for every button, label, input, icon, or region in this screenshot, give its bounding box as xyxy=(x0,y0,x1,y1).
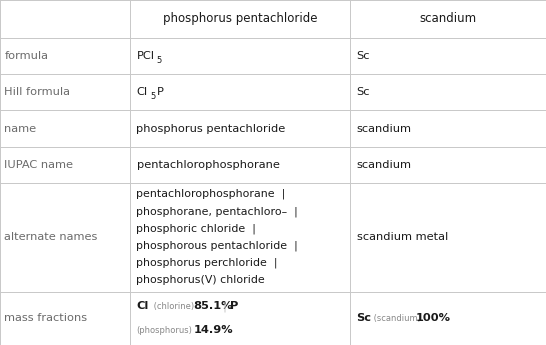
Text: Sc: Sc xyxy=(357,51,370,61)
Text: P: P xyxy=(230,302,239,312)
Text: 5: 5 xyxy=(150,92,156,101)
Text: name: name xyxy=(4,124,37,134)
Text: phosphorane, pentachloro–  |: phosphorane, pentachloro– | xyxy=(136,206,298,217)
Text: |: | xyxy=(223,301,227,312)
Text: Sc: Sc xyxy=(357,87,370,97)
Text: (phosphorus): (phosphorus) xyxy=(136,326,192,335)
Text: mass fractions: mass fractions xyxy=(4,313,87,323)
Text: (scandium): (scandium) xyxy=(371,314,420,323)
Text: phosphorus pentachloride: phosphorus pentachloride xyxy=(163,12,317,26)
Text: Hill formula: Hill formula xyxy=(4,87,70,97)
Text: 100%: 100% xyxy=(416,313,450,323)
Text: phosphoric chloride  |: phosphoric chloride | xyxy=(136,223,257,234)
Text: scandium: scandium xyxy=(357,124,412,134)
Text: scandium metal: scandium metal xyxy=(357,232,448,242)
Text: Cl: Cl xyxy=(136,302,149,312)
Text: Cl: Cl xyxy=(136,87,147,97)
Text: 14.9%: 14.9% xyxy=(193,325,233,335)
Text: phosphorus pentachloride: phosphorus pentachloride xyxy=(136,124,286,134)
Text: scandium: scandium xyxy=(419,12,477,26)
Text: Sc: Sc xyxy=(357,313,371,323)
Text: (chlorine): (chlorine) xyxy=(151,302,194,311)
Text: P: P xyxy=(157,87,164,97)
Text: IUPAC name: IUPAC name xyxy=(4,160,73,170)
Text: phosphorus(V) chloride: phosphorus(V) chloride xyxy=(136,275,265,285)
Text: PCl: PCl xyxy=(136,51,155,61)
Text: 5: 5 xyxy=(156,56,162,65)
Text: 85.1%: 85.1% xyxy=(193,302,233,312)
Text: phosphorus perchloride  |: phosphorus perchloride | xyxy=(136,258,278,268)
Text: alternate names: alternate names xyxy=(4,232,98,242)
Text: scandium: scandium xyxy=(357,160,412,170)
Text: formula: formula xyxy=(4,51,49,61)
Text: phosphorous pentachloride  |: phosphorous pentachloride | xyxy=(136,240,298,251)
Text: pentachlorophosphorane  |: pentachlorophosphorane | xyxy=(136,189,286,199)
Text: pentachlorophosphorane: pentachlorophosphorane xyxy=(136,160,280,170)
